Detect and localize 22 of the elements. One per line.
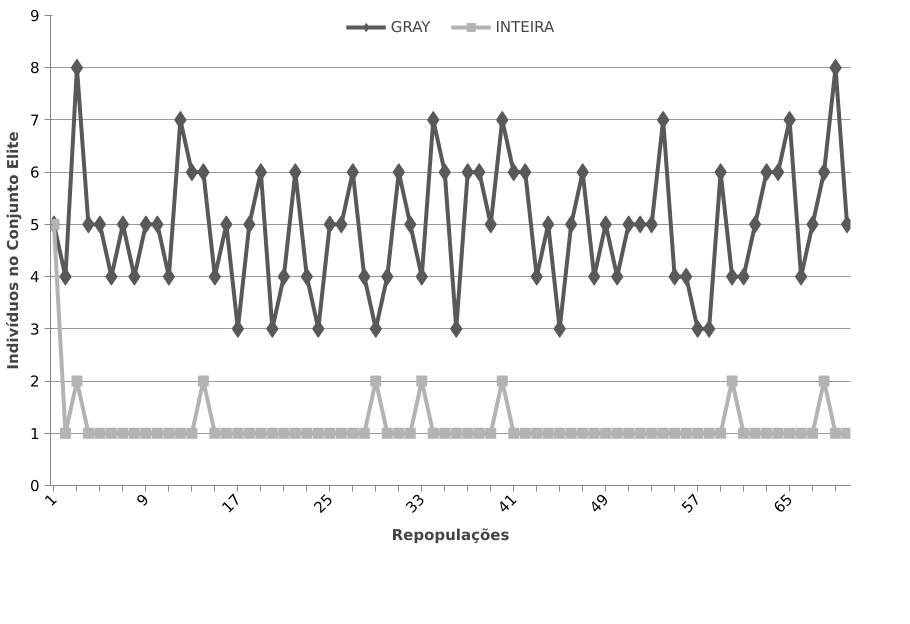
x-axis-title: Repopulações xyxy=(392,526,510,544)
y-tick-label: 3 xyxy=(30,320,40,338)
y-axis-title: Indivíduos no Conjunto Elite xyxy=(4,131,22,370)
legend-label: INTEIRA xyxy=(495,18,554,36)
x-tick-label: 17 xyxy=(218,490,245,517)
x-tick-label: 65 xyxy=(770,490,796,517)
x-tick-label: 57 xyxy=(678,490,704,517)
y-tick-label: 4 xyxy=(30,268,40,286)
x-tick-label: 41 xyxy=(494,490,520,517)
x-tick-label: 49 xyxy=(586,490,612,517)
x-tick-label: 33 xyxy=(402,490,428,517)
y-tick-label: 8 xyxy=(30,59,40,78)
y-tick-label: 7 xyxy=(30,111,40,130)
y-tick-label: 5 xyxy=(30,216,40,234)
y-tick-label: 0 xyxy=(30,477,40,495)
x-tick-label: 25 xyxy=(310,490,337,517)
y-tick-label: 6 xyxy=(30,164,40,182)
y-tick-label: 1 xyxy=(30,424,40,443)
y-tick-label: 9 xyxy=(30,7,40,25)
x-tick-label: 9 xyxy=(133,490,153,510)
y-tick-label: 2 xyxy=(30,372,40,391)
legend-label: GRAY xyxy=(390,18,430,36)
